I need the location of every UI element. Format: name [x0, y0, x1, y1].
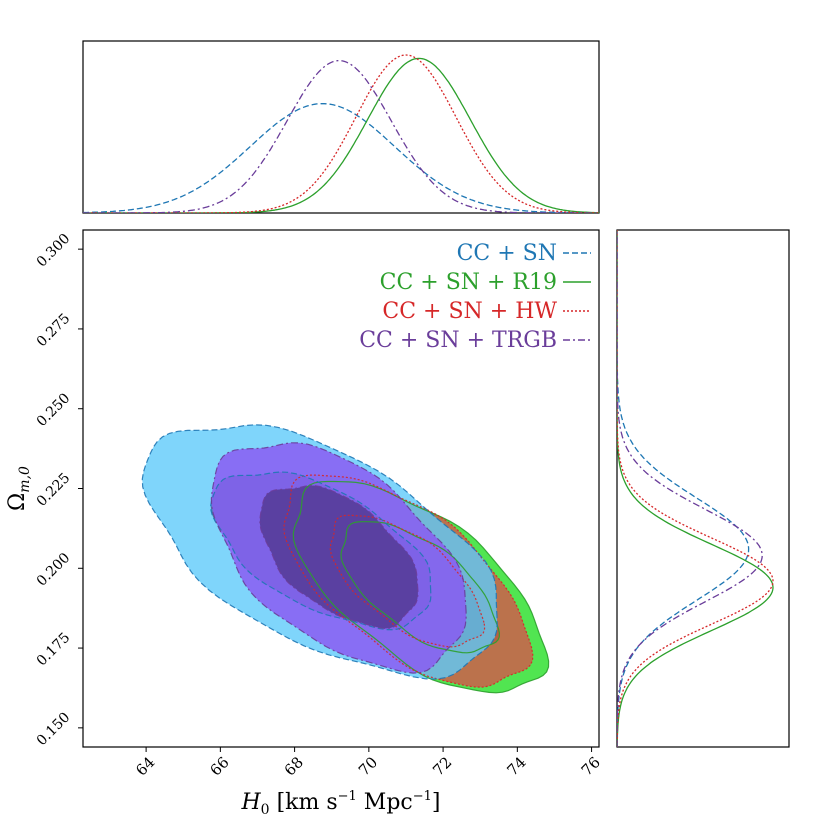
right-marginal-frame — [616, 229, 790, 748]
legend-label-cc-sn-hw: CC + SN + HW — [382, 299, 557, 324]
right-pdf-cc-sn-hw — [617, 230, 774, 747]
y-tick-label: 0.225 — [34, 470, 74, 510]
contour-inner-line-cc-sn-hw — [329, 514, 486, 648]
top-pdf-cc-sn-r19 — [83, 57, 599, 213]
contour-outer-line-cc-sn-r19 — [292, 480, 550, 694]
top-marginal-frame — [82, 40, 600, 214]
contour-outer-line-cc-sn — [141, 424, 498, 680]
x-tick-label: 76 — [578, 753, 604, 779]
top-pdf-cc-sn — [83, 102, 599, 213]
right-pdf-cc-sn-r19 — [617, 230, 774, 747]
contour-inner-cc-sn-trgb — [259, 485, 418, 629]
x-axis-label: H0 [km s−1 Mpc−1] — [240, 789, 440, 818]
x-tick-label: 64 — [132, 753, 158, 779]
y-tick-label: 0.275 — [34, 311, 74, 351]
contour-inner-line-cc-sn — [210, 471, 432, 631]
x-tick-label: 70 — [355, 753, 381, 779]
contour-outer-line-cc-sn-hw — [283, 474, 534, 688]
contour-outer-line-cc-sn-trgb — [210, 442, 467, 674]
y-axis-label: Ωm,0 — [5, 466, 33, 511]
x-tick-label: 66 — [207, 753, 233, 779]
contour-inner-line-cc-sn-r19 — [340, 521, 501, 654]
right-pdf-cc-sn — [617, 230, 750, 747]
contour-inner-shade-cc-sn-trgb — [259, 485, 418, 629]
legend-label-cc-sn: CC + SN — [457, 241, 557, 266]
contour-inner-line-cc-sn-trgb — [259, 485, 419, 630]
x-tick-label: 72 — [429, 753, 455, 779]
y-tick-label: 0.200 — [34, 550, 74, 590]
legend: CC + SN CC + SN + R19 CC + SN + HW CC + SN … — [359, 241, 591, 353]
y-tick-label: 0.300 — [34, 231, 74, 271]
top-pdf-cc-sn-trgb — [83, 59, 599, 213]
x-tick-label: 74 — [504, 753, 530, 779]
right-pdf-cc-sn-trgb — [617, 230, 763, 747]
y-tick-label: 0.175 — [34, 630, 74, 670]
legend-label-cc-sn-r19: CC + SN + R19 — [380, 270, 557, 295]
y-tick-label: 0.250 — [34, 390, 74, 430]
x-tick-label: 68 — [281, 753, 307, 779]
y-tick-label: 0.150 — [34, 709, 74, 749]
legend-label-cc-sn-trgb: CC + SN + TRGB — [359, 328, 557, 353]
top-pdf-cc-sn-hw — [83, 54, 599, 213]
